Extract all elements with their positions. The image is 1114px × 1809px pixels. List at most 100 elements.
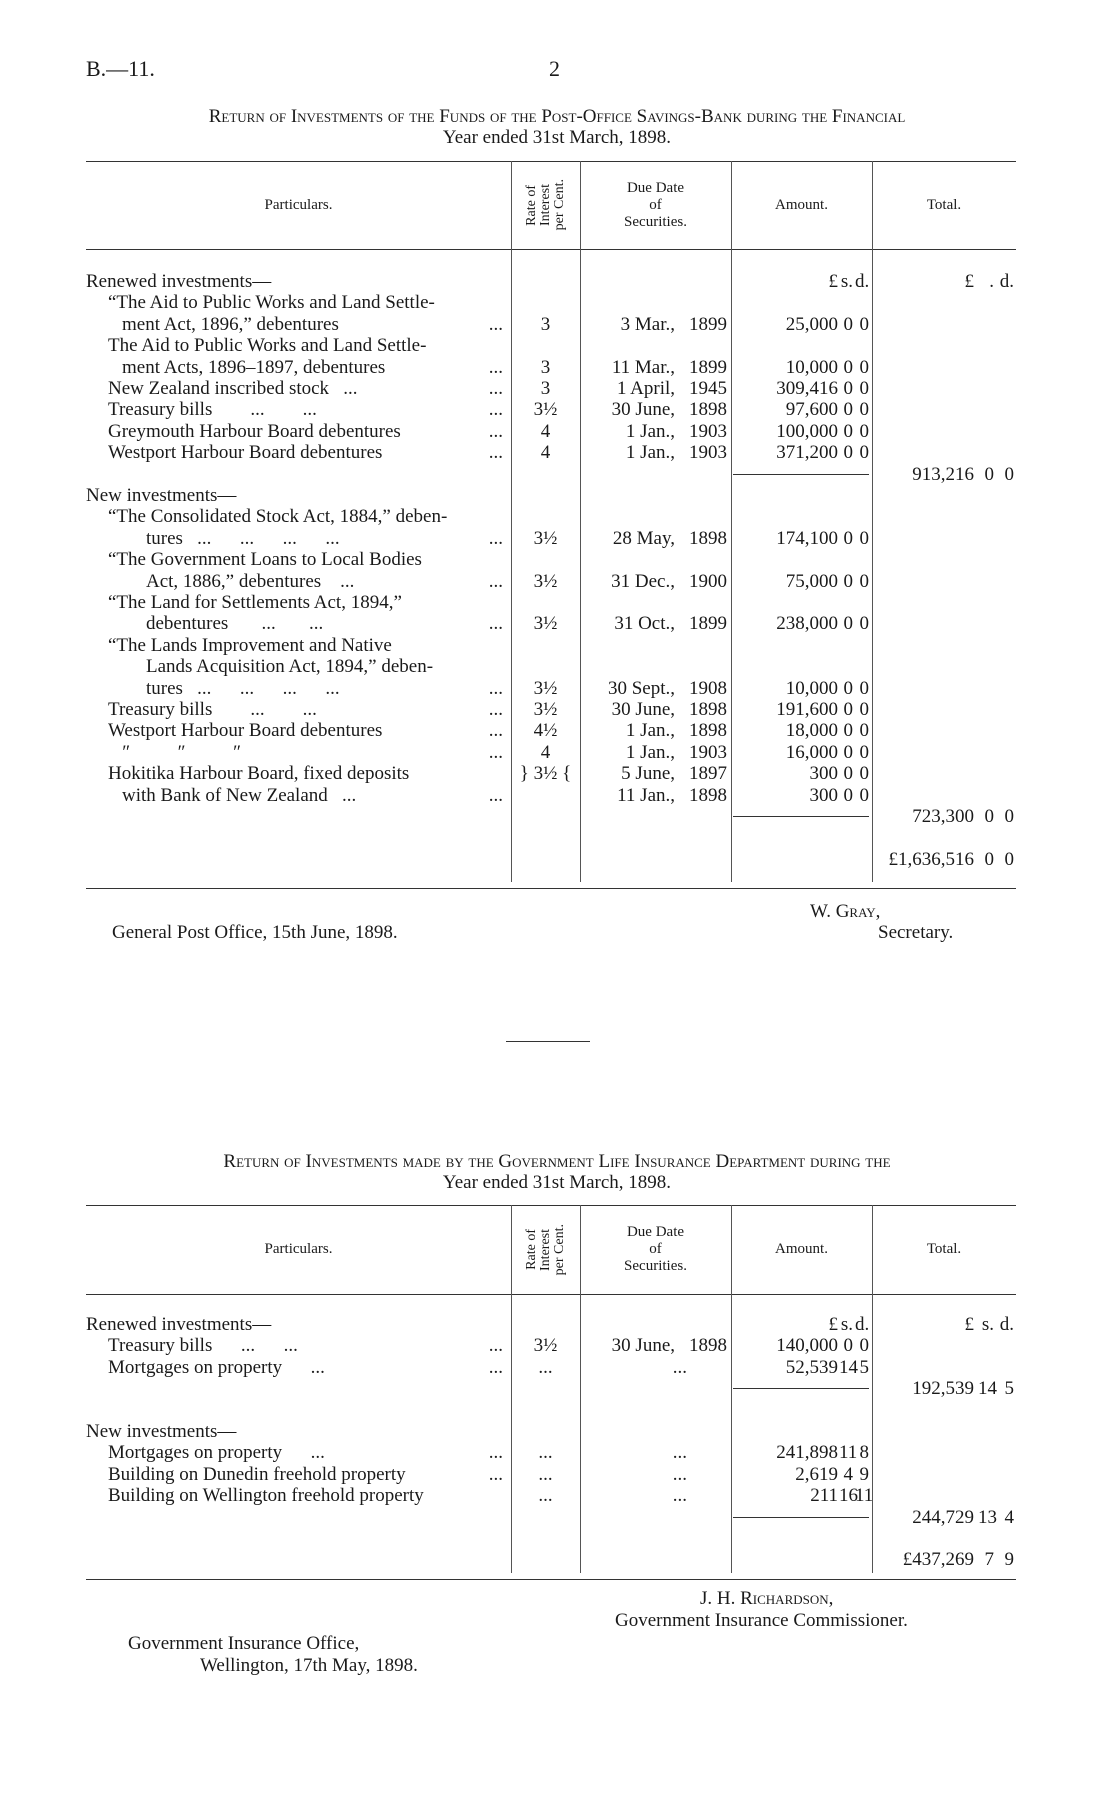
particulars-text: New investments— <box>86 485 237 506</box>
shillings: 0 <box>843 527 854 549</box>
particulars-cell: tures ... ... ... ...... <box>86 528 503 549</box>
header-due-date: Due Date of Securities. <box>580 1205 731 1294</box>
due-year: 1899 <box>689 356 727 378</box>
header-rate-line: Rate of <box>523 184 539 226</box>
table-row: ment Act, 1896,” debentures... 3 3 Mar., 18… <box>0 314 1114 335</box>
particulars-cell: ment Act, 1896,” debentures... <box>86 314 503 335</box>
header-rate-line: Rate of <box>523 1229 539 1270</box>
interest-rate: ... <box>538 1485 553 1507</box>
shillings: 7 <box>984 1549 995 1571</box>
pounds: 2,619 <box>795 1463 838 1485</box>
leader-dots: ... <box>488 1463 503 1485</box>
particulars-cell: Act, 1886,” debentures ...... <box>86 571 503 592</box>
due-day-month: 30 Sept., <box>607 677 675 699</box>
particulars-text: Renewed investments— <box>86 271 272 292</box>
pence: 0 <box>859 613 870 635</box>
column-divider <box>511 161 512 882</box>
particulars-text: “The Lands Improvement and Native <box>108 634 392 656</box>
table-top-rule <box>86 161 1016 162</box>
header-due-line: Due Date <box>626 1224 685 1240</box>
particulars-cell: Mortgages on property ...... <box>86 1357 503 1378</box>
shillings: 0 <box>843 699 854 720</box>
leader-dots: ... <box>488 313 503 335</box>
interest-rate: 3½ <box>533 399 558 421</box>
particulars-text: ″ ″ ″ <box>108 741 241 763</box>
header-particulars: Particulars. <box>264 1241 333 1257</box>
particulars-text: tures ... ... ... ... <box>146 527 340 549</box>
leader-dots: ... <box>488 570 503 592</box>
header-bottom-rule <box>86 1294 1016 1295</box>
particulars-cell: “The Aid to Public Works and Land Settle… <box>86 292 503 313</box>
leader-dots: ... <box>488 378 503 399</box>
table-row: Mortgages on property ............ 52,539… <box>0 1357 1114 1378</box>
particulars-cell: Westport Harbour Board debentures... <box>86 720 503 741</box>
pounds: 97,600 <box>785 399 838 421</box>
due-day-month: 5 June, <box>621 763 675 785</box>
pence: d. <box>999 1314 1014 1335</box>
due-year: 1903 <box>689 741 727 763</box>
pence: 0 <box>859 720 870 742</box>
pounds: 10,000 <box>785 356 838 378</box>
table-row: Lands Acquisition Act, 1894,” deben- <box>0 656 1114 677</box>
shillings: 0 <box>843 420 854 442</box>
header-amount: Amount. <box>775 1241 828 1257</box>
due-day-month: 30 June, <box>611 399 675 421</box>
due-year: 1908 <box>689 677 727 699</box>
table-bottom-rule <box>86 1579 1016 1580</box>
subtotal-rule <box>733 473 869 475</box>
pounds: 52,539 <box>785 1356 838 1378</box>
shillings: 0 <box>843 442 854 464</box>
particulars-text: Lands Acquisition Act, 1894,” deben- <box>146 656 434 678</box>
particulars-text: The Aid to Public Works and Land Settle- <box>108 335 427 357</box>
pounds: 10,000 <box>785 677 838 699</box>
table-row <box>0 827 1114 848</box>
particulars-cell: New investments— <box>86 485 503 506</box>
interest-rate: 3½ <box>533 613 558 635</box>
particulars-text: ment Acts, 1896–1897, debentures <box>122 356 386 378</box>
header-due-date: Due Date of Securities. <box>580 161 731 249</box>
table-row: Building on Dunedin freehold property...… <box>0 1464 1114 1485</box>
particulars-text: Building on Wellington freehold property <box>108 1485 424 1507</box>
table-row: 192,539 14 5 <box>0 1378 1114 1399</box>
due-day-month: 30 June, <box>611 1335 675 1357</box>
interest-rate: 3 <box>540 313 551 335</box>
leader-dots: ... <box>488 720 503 742</box>
shillings: s. <box>840 1314 853 1335</box>
table-row: The Aid to Public Works and Land Settle- <box>0 335 1114 356</box>
interest-rate: 4 <box>540 442 551 464</box>
particulars-text: Building on Dunedin freehold property <box>108 1463 406 1485</box>
particulars-text: New investments— <box>86 1421 237 1442</box>
pence: 0 <box>1004 463 1015 485</box>
due-year: 1945 <box>689 378 727 399</box>
shillings: 0 <box>984 848 995 870</box>
particulars-cell: ment Acts, 1896–1897, debentures... <box>86 357 503 378</box>
interest-rate: 3½ <box>533 677 558 699</box>
shillings: 4 <box>843 1463 854 1485</box>
header-due-line: of <box>649 1241 662 1257</box>
table-row: New investments— <box>0 1421 1114 1442</box>
due-day-month: 1 April, <box>616 378 675 399</box>
due-year: 1899 <box>689 313 727 335</box>
table-row: “The Consolidated Stock Act, 1884,” debe… <box>0 506 1114 527</box>
pence: 0 <box>859 763 870 785</box>
pounds: 723,300 <box>912 806 974 827</box>
shillings: 0 <box>843 378 854 399</box>
due-day-month: 11 Mar., <box>611 356 675 378</box>
pence: 0 <box>859 356 870 378</box>
table-row <box>0 1400 1114 1421</box>
pence: 5 <box>859 1356 870 1378</box>
header-rate-line: Interest <box>537 184 553 226</box>
pence: 0 <box>859 313 870 335</box>
shillings: 0 <box>843 784 854 806</box>
table-row: Treasury bills ... ...... 3½ 30 June, 1898 1… <box>0 1335 1114 1356</box>
shillings: s. <box>840 271 853 292</box>
particulars-text: Greymouth Harbour Board debentures <box>108 420 401 442</box>
table-row: Westport Harbour Board debentures... 4 1 J… <box>0 442 1114 463</box>
particulars-cell: Treasury bills ... ...... <box>86 399 503 420</box>
pounds: 300 <box>809 763 839 785</box>
pounds: £437,269 <box>902 1549 974 1571</box>
header-due-line: of <box>649 196 662 213</box>
table-bottom-rule <box>86 888 1016 889</box>
pounds: 192,539 <box>912 1378 974 1400</box>
